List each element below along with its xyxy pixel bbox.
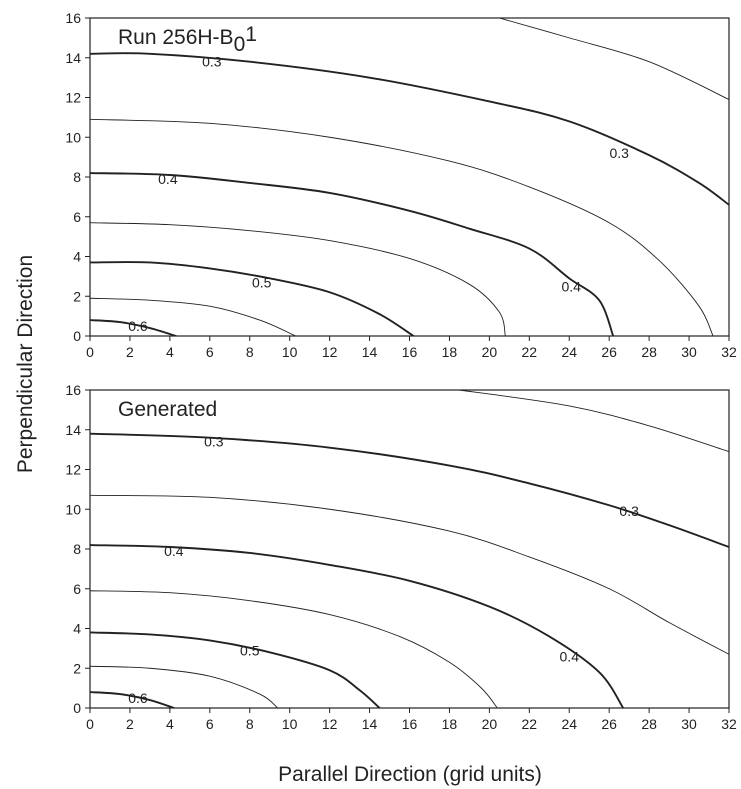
contour-label: 0.4 <box>158 171 178 187</box>
y-tick-label: 4 <box>73 249 81 265</box>
contour-line-0-3 <box>90 52 729 206</box>
contour-lines <box>90 390 729 708</box>
y-tick-label: 4 <box>73 621 81 637</box>
x-tick-label: 12 <box>322 344 338 360</box>
plot-frame <box>89 389 730 709</box>
contour-lines <box>90 18 729 336</box>
x-tick-label: 14 <box>362 716 378 732</box>
y-tick-label: 6 <box>73 209 81 225</box>
y-tick-label: 10 <box>65 129 81 145</box>
x-tick-label: 26 <box>601 716 617 732</box>
x-tick-label: 28 <box>641 344 657 360</box>
y-tick-label: 0 <box>73 328 81 344</box>
contour-line-0-35 <box>90 118 714 336</box>
x-tick-label: 30 <box>681 716 697 732</box>
contour-line-0-35 <box>90 494 729 655</box>
contour-label: 0.4 <box>560 648 580 664</box>
x-tick-label: 12 <box>322 716 338 732</box>
panel-title: Run 256H-B01 <box>118 23 257 56</box>
contour-line-0-5 <box>90 261 415 336</box>
contour-label: 0.4 <box>562 278 582 294</box>
x-tick-label: 18 <box>442 716 458 732</box>
contour-line-0-4 <box>90 544 625 708</box>
contour-label: 0.5 <box>240 642 260 658</box>
contour-label: 0.6 <box>128 690 148 706</box>
x-tick-label: 4 <box>166 344 174 360</box>
y-tick-label: 12 <box>65 462 81 478</box>
y-tick-label: 8 <box>73 541 81 557</box>
contour-line-0-6 <box>90 319 177 336</box>
contour-line-0-4 <box>90 172 615 336</box>
y-tick-label: 14 <box>65 50 81 66</box>
x-tick-label: 6 <box>206 344 214 360</box>
x-tick-label: 22 <box>522 716 538 732</box>
x-tick-label: 14 <box>362 344 378 360</box>
y-tick-label: 0 <box>73 700 81 716</box>
x-tick-label: 2 <box>126 344 134 360</box>
contour-label: 0.6 <box>128 318 148 334</box>
x-tick-label: 32 <box>721 716 737 732</box>
panels: 0.30.30.40.40.50.60 2 4 6 8 10 12 14 16 18 20 22 24 2… <box>65 10 737 732</box>
contour-line-0-3 <box>90 432 729 548</box>
x-tick-label: 24 <box>561 716 577 732</box>
y-tick-label: 16 <box>65 382 81 398</box>
contour-label: 0.4 <box>164 543 184 559</box>
contour-panel-1: 0.30.30.40.40.50.60 2 4 6 8 10 12 14 16 18 20 22 24 2… <box>65 10 737 360</box>
x-tick-label: 28 <box>641 716 657 732</box>
contour-label: 0.5 <box>252 274 272 290</box>
x-tick-label: 16 <box>402 716 418 732</box>
x-tick-label: 6 <box>206 716 214 732</box>
y-tick-label: 10 <box>65 501 81 517</box>
contour-label: 0.3 <box>202 54 222 70</box>
y-tick-label: 2 <box>73 288 81 304</box>
panel-title: Generated <box>118 398 217 421</box>
y-tick-label: 16 <box>65 10 81 26</box>
contour-label: 0.3 <box>204 434 224 450</box>
y-tick-label: 8 <box>73 169 81 185</box>
y-tick-label: 12 <box>65 90 81 106</box>
x-tick-label: 0 <box>86 344 94 360</box>
contour-line-0-45 <box>90 590 498 708</box>
y-axis-title: Perpendicular Direction <box>14 255 37 473</box>
contour-label: 0.3 <box>609 145 629 161</box>
y-tick-label: 6 <box>73 581 81 597</box>
x-tick-label: 10 <box>282 716 298 732</box>
x-tick-label: 26 <box>601 344 617 360</box>
x-tick-label: 16 <box>402 344 418 360</box>
x-tick-label: 8 <box>246 344 254 360</box>
contour-line-0-6 <box>90 691 175 708</box>
x-tick-label: 32 <box>721 344 737 360</box>
y-tick-label: 14 <box>65 422 81 438</box>
contour-line-0-25 <box>458 390 729 453</box>
contour-line-0-55 <box>90 297 297 336</box>
x-tick-label: 2 <box>126 716 134 732</box>
contour-line-0-5 <box>90 631 381 708</box>
x-tick-label: 30 <box>681 344 697 360</box>
contour-panel-2: 0.30.30.40.40.50.60 2 4 6 8 10 12 14 16 18 20 22 24 2… <box>65 382 737 732</box>
contour-line-0-45 <box>90 222 506 336</box>
y-tick-label: 2 <box>73 660 81 676</box>
x-tick-label: 20 <box>482 716 498 732</box>
x-tick-label: 8 <box>246 716 254 732</box>
x-tick-label: 4 <box>166 716 174 732</box>
x-tick-label: 10 <box>282 344 298 360</box>
x-tick-label: 18 <box>442 344 458 360</box>
x-tick-label: 20 <box>482 344 498 360</box>
x-tick-label: 22 <box>522 344 538 360</box>
x-tick-label: 0 <box>86 716 94 732</box>
x-tick-label: 24 <box>561 344 577 360</box>
contour-line-0-55 <box>90 665 279 708</box>
x-axis-title: Parallel Direction (grid units) <box>278 763 542 786</box>
contour-line-0-25 <box>498 18 729 100</box>
contour-label: 0.3 <box>619 503 639 519</box>
